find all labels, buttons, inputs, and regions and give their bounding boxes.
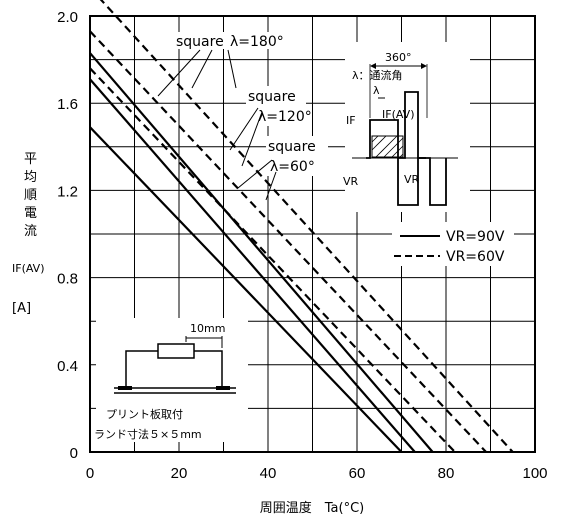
period-label: 360° [385,51,412,64]
annotation-sq60: square λ=60° [237,136,328,201]
annotation-sq120-lambda: λ=120° [258,109,312,125]
y-axis-label-char: 流 [24,224,37,239]
x-tick-label: 0 [86,465,94,482]
voltage-waveform [397,157,447,206]
y-tick-label: 1.2 [57,183,78,200]
annotation-sq180: square λ=180° [157,32,284,97]
vr-label: VR [343,175,359,188]
legend-label-60v: VR=60V [446,249,505,265]
lambda-definition: λ：通流角 [352,68,403,82]
y-tick-label: 0 [70,445,78,462]
diode-leads [194,350,223,386]
leader-line [191,49,213,89]
x-axis-label: 周囲温度 Ta(°C) [260,500,364,516]
annotation-sq180-word: square [176,34,224,50]
leader-line [237,159,273,189]
annotation-sq120-word: square [248,89,296,105]
y-tick-label: 0.8 [57,271,78,288]
current-waveform [366,91,426,159]
waveform-inset: 360° λ：通流角 λ IF IF(AV) VR VR [343,42,470,212]
y-axis-label: 平 均 順 電 流 IF(AV) [A] [12,152,45,316]
leader-line [241,111,263,167]
land-pad [216,386,230,390]
series-line-dashed-3 [89,67,456,453]
x-tick-label: 40 [260,465,277,482]
ifav-label: IF(AV) [382,108,415,121]
land-pad [118,386,132,390]
leader-line [227,49,237,89]
annotation-sq60-lambda: λ=60° [270,159,315,175]
y-axis-unit: [A] [12,301,31,316]
series-line-dashed-4 [89,30,487,453]
y-axis-label-char: 電 [24,206,37,221]
mount-dimension: 10mm [190,322,225,335]
diode-body-icon [157,343,195,359]
series-line-solid-1 [89,78,416,453]
vr-label-2: VR [404,173,420,186]
y-axis-symbol: IF(AV) [12,262,45,275]
x-tick-label: 80 [438,465,455,482]
series-line-dashed-5 [99,0,514,453]
leader-line [265,171,277,201]
y-tick-label: 2.0 [57,9,78,26]
if-label: IF [346,114,356,127]
legend-label-90v: VR=90V [446,229,505,245]
series-line-solid-2 [89,52,434,453]
x-tick-label: 100 [522,465,547,482]
y-axis-label-char: 順 [24,188,37,203]
y-tick-label: 0.4 [57,358,78,375]
lambda-symbol: λ [373,84,380,97]
annotation-sq180-lambda: λ=180° [230,34,284,50]
y-tick-label: 1.6 [57,96,78,113]
x-tick-label: 20 [171,465,188,482]
series-line-solid-0 [89,126,403,453]
x-tick-label: 60 [349,465,366,482]
annotation-sq120: square λ=120° [229,86,312,167]
mount-text-1: プリント板取付 [106,407,183,421]
diode-leads [125,350,158,386]
legend: VR=90V VR=60V [392,222,514,266]
y-axis-label-char: 平 [24,152,37,167]
annotation-sq60-word: square [268,139,316,155]
leader-line [157,49,201,97]
leader-line [229,107,259,151]
tick-layer: 0 20 40 60 80 100 0 0.4 0.8 1.2 1.6 2.0 [57,9,547,482]
mount-text-2: ランド寸法５×５mm [94,427,202,441]
plot-frame [89,15,536,453]
mounting-inset: 10mm プリント板取付 ランド寸法５×５mm [94,318,248,442]
series-layer [89,0,514,453]
y-axis-label-char: 均 [24,170,37,185]
